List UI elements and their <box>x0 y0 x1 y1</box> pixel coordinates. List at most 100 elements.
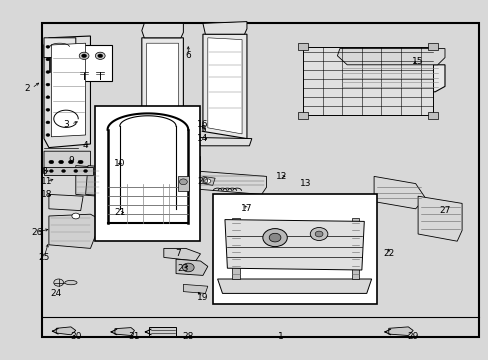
Circle shape <box>61 170 65 172</box>
Polygon shape <box>203 176 215 185</box>
Circle shape <box>168 106 173 110</box>
Text: 10: 10 <box>114 159 125 168</box>
Polygon shape <box>142 38 183 144</box>
Text: 26: 26 <box>31 228 42 237</box>
Polygon shape <box>332 65 444 92</box>
Text: 27: 27 <box>438 206 450 215</box>
Polygon shape <box>203 22 246 34</box>
Polygon shape <box>198 138 251 146</box>
Polygon shape <box>337 49 444 65</box>
Polygon shape <box>217 279 371 293</box>
Text: 29: 29 <box>407 332 418 341</box>
Circle shape <box>182 263 194 272</box>
Text: 17: 17 <box>241 204 252 213</box>
Polygon shape <box>115 328 134 336</box>
Circle shape <box>46 58 50 61</box>
Polygon shape <box>224 220 364 270</box>
Text: 7: 7 <box>175 249 181 258</box>
Polygon shape <box>85 166 112 196</box>
Bar <box>303 47 432 115</box>
Polygon shape <box>195 171 266 194</box>
Circle shape <box>159 106 163 110</box>
Polygon shape <box>373 176 425 209</box>
Text: 3: 3 <box>63 120 69 129</box>
Text: 24: 24 <box>50 289 62 298</box>
Text: 6: 6 <box>185 51 191 60</box>
Bar <box>298 112 307 119</box>
Circle shape <box>72 213 80 219</box>
Text: 4: 4 <box>82 141 88 150</box>
Text: 14: 14 <box>197 134 208 143</box>
Text: 23: 23 <box>177 264 189 273</box>
Polygon shape <box>139 144 188 151</box>
Polygon shape <box>183 284 207 293</box>
Polygon shape <box>146 43 178 137</box>
Polygon shape <box>146 153 200 180</box>
Bar <box>351 218 359 279</box>
Bar <box>427 43 437 50</box>
Circle shape <box>262 229 287 247</box>
Circle shape <box>179 179 187 185</box>
Circle shape <box>171 125 175 127</box>
Circle shape <box>95 52 105 59</box>
Circle shape <box>315 231 322 237</box>
Polygon shape <box>44 36 90 148</box>
Circle shape <box>309 228 327 240</box>
Text: 22: 22 <box>382 249 394 258</box>
Text: 8: 8 <box>41 166 47 175</box>
Text: 9: 9 <box>68 156 74 165</box>
Circle shape <box>74 170 78 172</box>
Circle shape <box>68 160 73 164</box>
Bar <box>178 176 189 191</box>
Polygon shape <box>203 34 246 139</box>
Text: 12: 12 <box>275 172 286 181</box>
Text: 18: 18 <box>41 190 52 199</box>
Circle shape <box>46 121 50 124</box>
Bar <box>95 106 200 241</box>
Polygon shape <box>417 196 461 241</box>
Polygon shape <box>142 23 183 38</box>
Circle shape <box>46 83 50 86</box>
Polygon shape <box>44 167 93 175</box>
Polygon shape <box>44 151 90 173</box>
Circle shape <box>46 45 50 48</box>
Polygon shape <box>56 327 76 335</box>
Text: 5: 5 <box>200 125 205 134</box>
Polygon shape <box>163 248 200 261</box>
Bar <box>298 43 307 50</box>
Text: 15: 15 <box>411 57 423 66</box>
Circle shape <box>49 170 53 172</box>
Circle shape <box>46 96 50 99</box>
Text: 31: 31 <box>128 332 140 341</box>
Polygon shape <box>49 214 100 248</box>
Text: 11: 11 <box>41 177 52 186</box>
Text: 19: 19 <box>197 292 208 302</box>
Polygon shape <box>176 259 207 275</box>
Circle shape <box>81 54 86 58</box>
Circle shape <box>49 160 54 164</box>
Text: 30: 30 <box>70 332 81 341</box>
Circle shape <box>204 179 210 183</box>
Polygon shape <box>76 166 100 196</box>
Text: 25: 25 <box>38 253 50 262</box>
Circle shape <box>79 52 89 59</box>
Text: 13: 13 <box>299 179 311 188</box>
Text: 21: 21 <box>114 208 125 217</box>
Bar <box>427 112 437 119</box>
Polygon shape <box>44 38 76 58</box>
Text: 2: 2 <box>24 84 30 93</box>
Circle shape <box>98 54 102 58</box>
Bar <box>41 23 478 337</box>
Circle shape <box>46 108 50 111</box>
Circle shape <box>78 160 83 164</box>
Bar <box>212 194 376 304</box>
Bar <box>149 327 176 336</box>
Circle shape <box>46 71 50 73</box>
Ellipse shape <box>64 280 77 285</box>
Text: 16: 16 <box>197 120 208 129</box>
Text: 28: 28 <box>182 332 194 341</box>
Text: 1: 1 <box>278 332 284 341</box>
Polygon shape <box>51 43 85 137</box>
Circle shape <box>268 233 280 242</box>
Circle shape <box>149 106 154 110</box>
